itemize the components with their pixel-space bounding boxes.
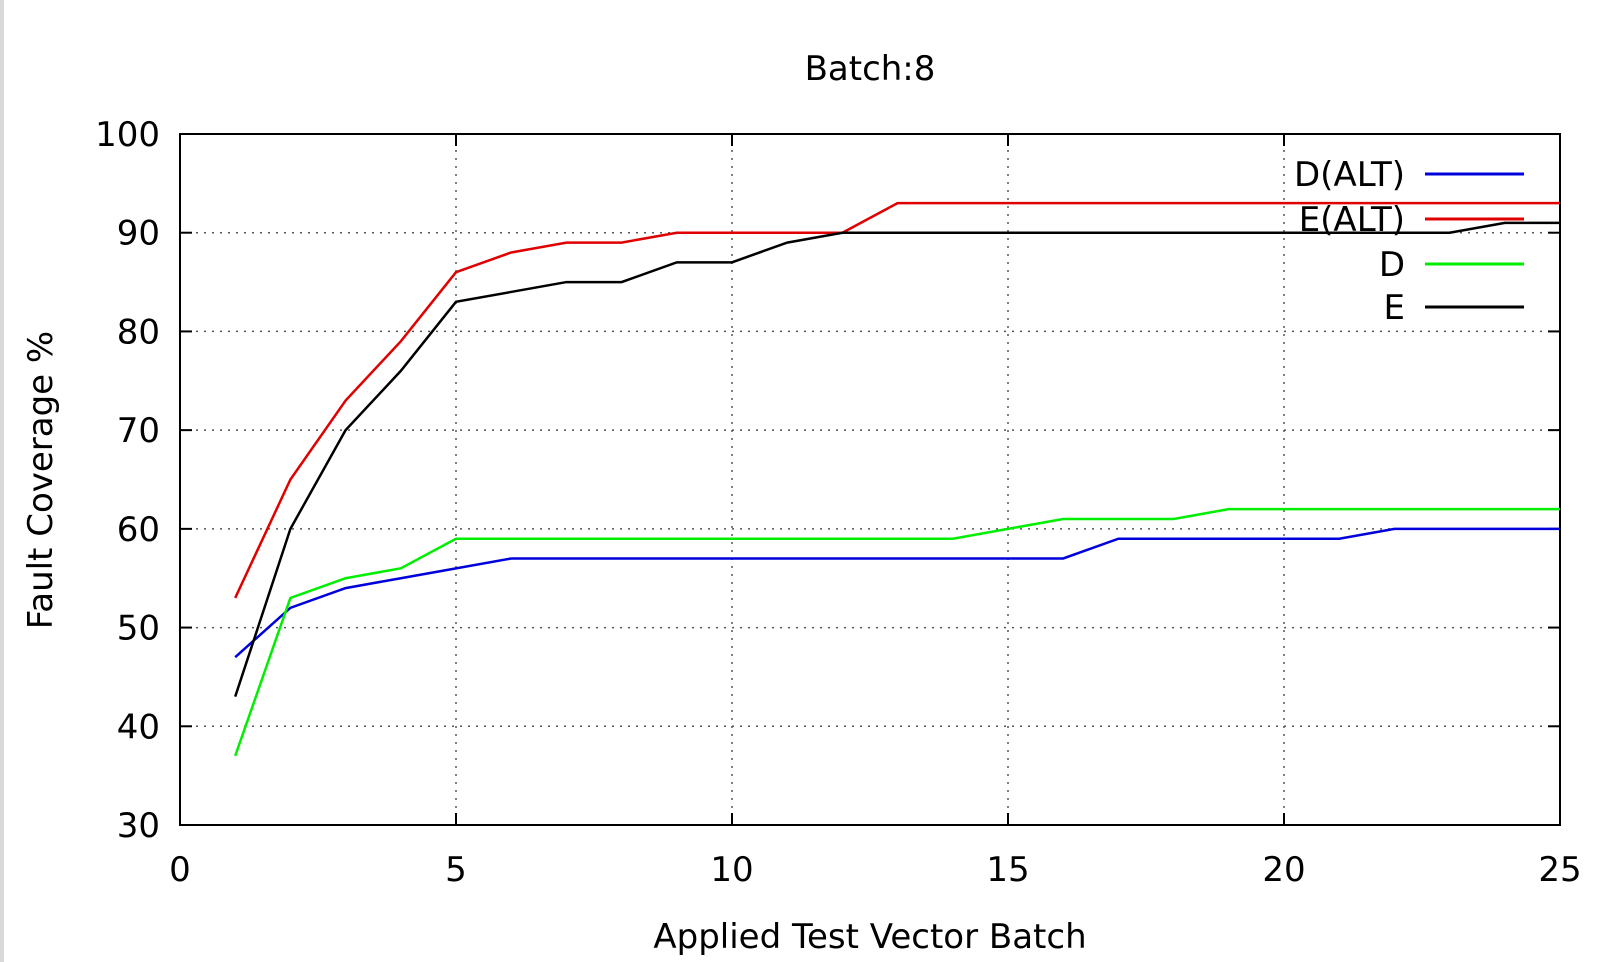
series-line-e-alt bbox=[234, 201, 1560, 599]
y-tick-label: 70 bbox=[117, 411, 160, 451]
x-tick-label: 0 bbox=[169, 850, 191, 890]
series-line-d-alt bbox=[234, 527, 1560, 659]
x-axis-label: Applied Test Vector Batch bbox=[653, 917, 1086, 957]
legend-label: E(ALT) bbox=[1299, 200, 1405, 240]
axis-ticks: 0 5 10 15 20 25 30 40 50 60 70 80 90 100 bbox=[95, 115, 1582, 890]
legend: D(ALT) E(ALT) DE bbox=[1294, 155, 1524, 328]
x-tick-label: 25 bbox=[1538, 850, 1581, 890]
y-tick-label: 60 bbox=[117, 510, 160, 550]
y-tick-label: 100 bbox=[95, 115, 160, 155]
y-tick-label: 30 bbox=[117, 806, 160, 846]
x-tick-label: 15 bbox=[986, 850, 1029, 890]
y-axis-label: Fault Coverage % bbox=[21, 331, 61, 629]
y-tick-label: 80 bbox=[117, 312, 160, 352]
series-line-e bbox=[234, 221, 1560, 698]
x-tick-label: 20 bbox=[1262, 850, 1305, 890]
y-tick-label: 50 bbox=[117, 609, 160, 649]
legend-label: D bbox=[1379, 245, 1405, 285]
chart-title: Batch:8 bbox=[805, 49, 936, 89]
y-tick-label: 90 bbox=[117, 214, 160, 254]
series-line-d bbox=[234, 507, 1560, 757]
series-lines bbox=[234, 201, 1560, 757]
window-edge bbox=[0, 0, 4, 962]
y-tick-label: 40 bbox=[117, 707, 160, 747]
legend-label: D(ALT) bbox=[1294, 155, 1405, 195]
x-tick-label: 10 bbox=[710, 850, 753, 890]
x-tick-label: 5 bbox=[445, 850, 467, 890]
plot-frame bbox=[179, 133, 1561, 826]
legend-label: E bbox=[1384, 288, 1405, 328]
